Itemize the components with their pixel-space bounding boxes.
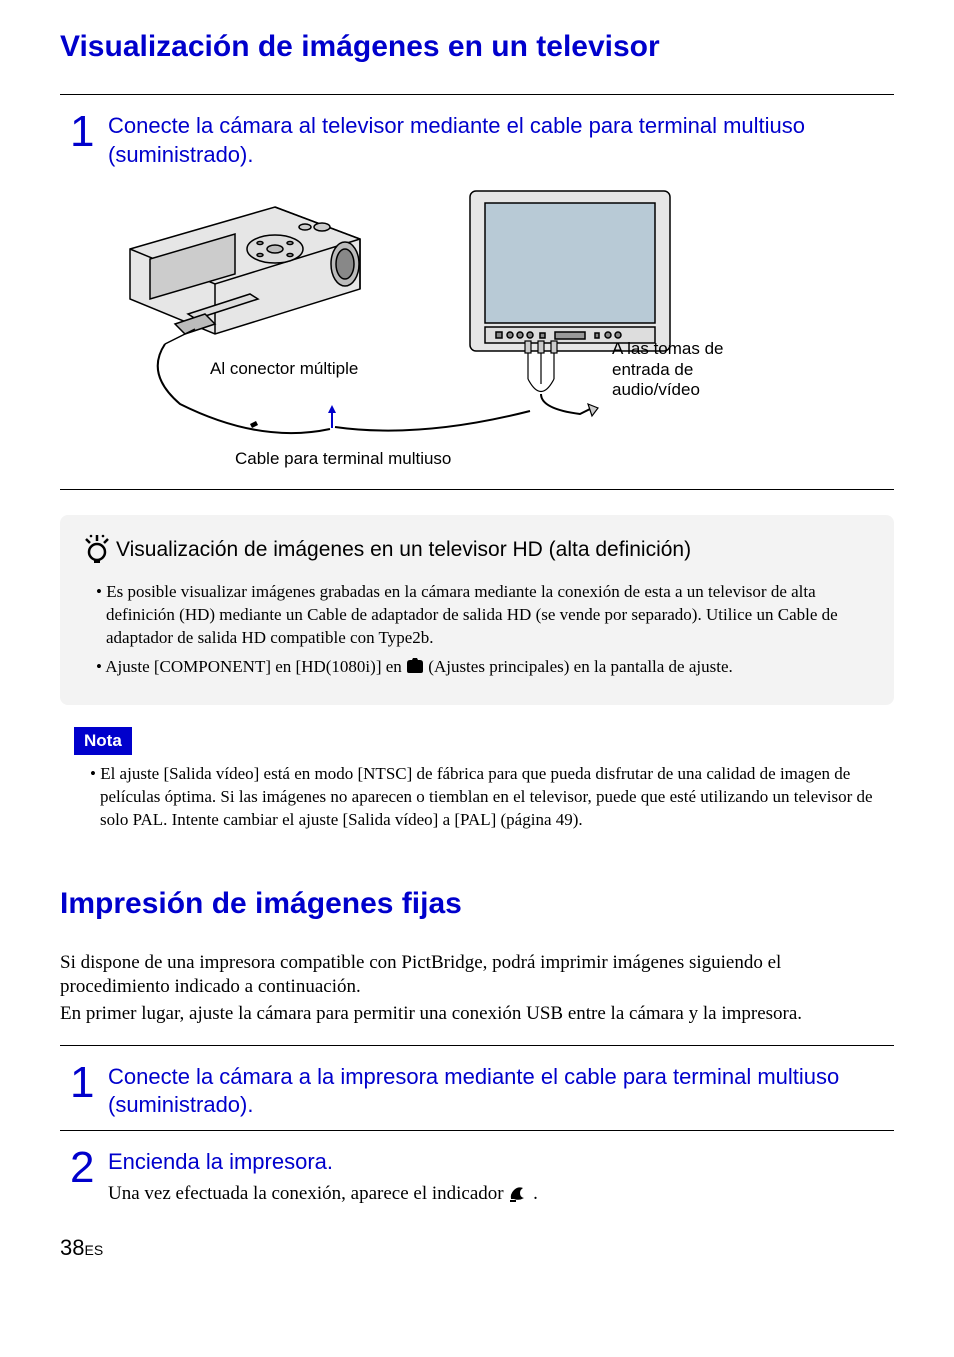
step-number: 1 [70,110,108,154]
tip-bullet-2: • Ajuste [COMPONENT] en [HD(1080i)] en (… [96,656,874,679]
step-number: 1 [70,1061,108,1105]
page-number-value: 38 [60,1235,84,1260]
bullet-text: Es posible visualizar imágenes grabadas … [106,582,838,647]
label-text: audio/vídeo [612,380,724,400]
toolbox-icon [406,658,424,674]
step-text: Encienda la impresora. [108,1148,538,1177]
divider [60,1045,894,1046]
tip-heading: Visualización de imágenes en un televiso… [116,538,691,562]
page-number-suffix: ES [84,1242,103,1258]
intro-paragraph-1: Si dispone de una impresora compatible c… [60,951,894,1000]
bullet-text: (Ajustes principales) en la pantalla de … [428,657,732,676]
tip-heading-row: Visualización de imágenes en un televiso… [80,533,874,567]
step-number: 2 [70,1146,108,1190]
subtext-post: . [533,1183,538,1204]
diagram-svg [100,179,820,479]
step-text: Conecte la cámara a la impresora mediant… [108,1063,894,1120]
subtext-pre: Una vez efectuada la conexión, aparece e… [108,1183,508,1204]
tip-box: Visualización de imágenes en un televiso… [60,515,894,705]
bullet-text: El ajuste [Salida vídeo] está en modo [N… [100,764,873,829]
section1-title: Visualización de imágenes en un televiso… [60,30,894,64]
nota-label: Nota [74,727,132,755]
section2-title: Impresión de imágenes fijas [60,887,894,921]
step-subtext: Una vez efectuada la conexión, aparece e… [108,1183,538,1205]
label-text: Cable para terminal multiuso [235,449,451,468]
label-text: A las tomas de [612,339,724,359]
connection-diagram: Al conector múltiple A las tomas de entr… [100,179,894,489]
bullet-text: Ajuste [COMPONENT] en [HD(1080i)] en [105,657,406,676]
intro-paragraph-2: En primer lugar, ajuste la cámara para p… [60,1002,894,1027]
diagram-label-connector: Al conector múltiple [210,359,358,379]
nota-bullet: • El ajuste [Salida vídeo] está en modo … [90,763,894,832]
diagram-label-cable: Cable para terminal multiuso [235,449,451,469]
pictbridge-icon [508,1184,528,1202]
step-2-block: 2 Encienda la impresora. Una vez efectua… [70,1146,894,1205]
divider [60,489,894,490]
diagram-label-inputs: A las tomas de entrada de audio/vídeo [612,339,724,400]
step-text: Conecte la cámara al televisor mediante … [108,112,894,169]
divider [60,1130,894,1131]
tip-bullet-1: • Es posible visualizar imágenes grabada… [96,581,874,650]
lightbulb-icon [80,533,114,567]
label-text: Al conector múltiple [210,359,358,378]
page-number: 38ES [60,1235,894,1261]
step-1-block: 1 Conecte la cámara al televisor mediant… [70,110,894,169]
divider [60,94,894,95]
label-text: entrada de [612,360,724,380]
step-1-block: 1 Conecte la cámara a la impresora media… [70,1061,894,1120]
